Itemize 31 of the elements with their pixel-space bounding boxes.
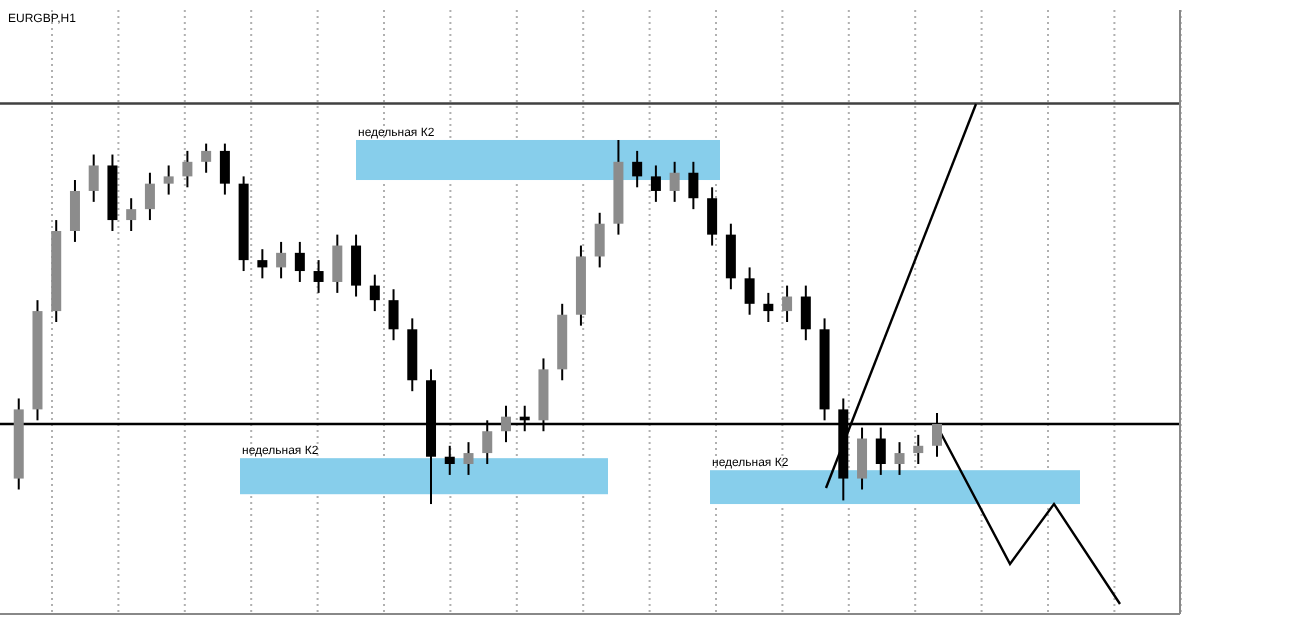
candlestick xyxy=(388,288,399,342)
candlestick xyxy=(913,433,924,465)
candlestick xyxy=(444,444,455,476)
candlestick xyxy=(182,149,193,189)
candlestick xyxy=(463,441,474,476)
candlestick xyxy=(782,284,793,324)
candlestick xyxy=(594,211,605,269)
candlestick xyxy=(163,164,174,196)
candlestick xyxy=(69,179,80,243)
candlestick xyxy=(126,197,137,232)
candlestick xyxy=(725,222,736,291)
candlestick xyxy=(332,233,343,294)
candlestick xyxy=(201,142,212,174)
candlestick xyxy=(257,248,268,280)
candlestick xyxy=(88,153,99,203)
candlestick xyxy=(276,240,287,280)
candlestick xyxy=(688,160,699,211)
candlestick xyxy=(144,171,155,222)
candlestick xyxy=(369,273,380,313)
candlestick xyxy=(313,259,324,294)
candlestick xyxy=(351,233,362,298)
candlestick xyxy=(294,240,305,283)
candlestick xyxy=(632,149,643,189)
candlestick xyxy=(763,291,774,324)
candlestick xyxy=(650,164,661,203)
candlestick xyxy=(219,142,230,196)
candlestick xyxy=(800,284,811,342)
candlestick xyxy=(744,266,755,316)
candlestick xyxy=(894,441,905,476)
candlestick xyxy=(707,186,718,247)
candlestick xyxy=(669,160,680,203)
